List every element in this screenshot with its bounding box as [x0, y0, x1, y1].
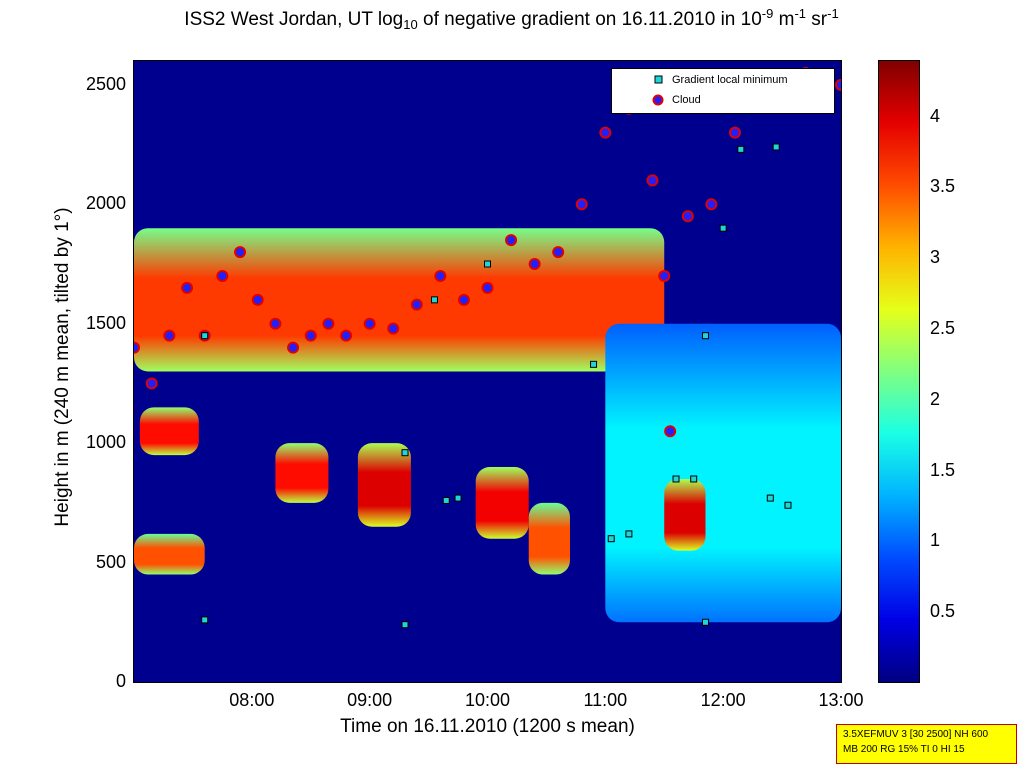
- colorbar-tick-label: 1: [930, 530, 941, 551]
- legend: Gradient local minimum Cloud: [611, 68, 835, 114]
- cloud-marker: [363, 317, 376, 330]
- gradient-minimum-marker: [201, 332, 209, 340]
- x-tick-label: 13:00: [818, 690, 864, 710]
- colorbar-tick-label: 1.5: [930, 459, 956, 480]
- legend-markers: [652, 75, 664, 106]
- y-tick-label: 1500: [85, 312, 126, 333]
- colorbar: [878, 60, 920, 683]
- cloud-marker: [322, 317, 335, 330]
- cloud-marker: [681, 210, 694, 223]
- cloud-marker: [728, 126, 741, 139]
- x-tick-label: 08:00: [229, 690, 275, 710]
- legend-item-cloud: Cloud: [672, 94, 701, 106]
- legend-item-minimum: Gradient local minimum: [672, 74, 788, 86]
- cloud-marker: [134, 341, 140, 354]
- legend-cloud-marker: [652, 94, 664, 106]
- heatmap-region: [134, 228, 665, 372]
- gradient-minimum-marker: [672, 475, 680, 483]
- colorbar-tick-label: 4: [930, 105, 941, 126]
- cloud-marker: [181, 281, 194, 294]
- gradient-minimum-marker: [201, 616, 209, 624]
- cloud-marker: [145, 377, 158, 390]
- gradient-minimum-marker: [701, 618, 709, 626]
- x-axis-label: Time on 16.11.2010 (1200 s mean): [340, 716, 635, 737]
- gradient-minimum-marker: [484, 260, 491, 268]
- x-tick-label: 12:00: [700, 690, 746, 710]
- gradient-minimum-marker: [737, 145, 745, 153]
- info-line-1: 3.5XEFMUV 3 [30 2500] NH 600: [843, 729, 989, 740]
- cloud-marker: [505, 234, 518, 247]
- y-tick-label: 500: [95, 551, 126, 572]
- gradient-minimum-marker: [590, 360, 598, 368]
- cloud-marker: [251, 293, 264, 306]
- cloud-marker: [705, 198, 718, 211]
- y-tick-label: 2000: [85, 193, 126, 214]
- cloud-marker: [387, 322, 400, 335]
- cloud-marker: [646, 174, 659, 187]
- heatmap-region: [605, 323, 841, 623]
- gradient-minimum-marker: [401, 621, 409, 629]
- cloud-marker: [269, 317, 282, 330]
- y-tick-label: 0: [115, 671, 126, 691]
- gradient-minimum-marker: [766, 494, 774, 502]
- cloud-marker: [664, 425, 677, 438]
- colorbar-tick-label: 2: [930, 388, 941, 409]
- cloud-marker: [575, 198, 588, 211]
- cloud-marker: [287, 341, 300, 354]
- gradient-minimum-marker: [607, 535, 615, 543]
- cloud-marker: [481, 281, 494, 294]
- gradient-minimum-marker: [719, 224, 727, 232]
- cloud-marker: [163, 329, 176, 342]
- cloud-marker: [528, 258, 541, 271]
- gradient-minimum-marker: [430, 296, 438, 304]
- y-tick-label: 1000: [85, 432, 126, 453]
- heatmap-svg: [134, 66, 841, 629]
- gradient-minimum-marker: [690, 475, 698, 483]
- heatmap-region: [475, 467, 529, 539]
- chart-title: ISS2 West Jordan, UT log10 of negative g…: [184, 6, 839, 32]
- x-tick-label: 10:00: [464, 690, 511, 710]
- colorbar-tick-label: 2.5: [930, 318, 956, 339]
- heatmap-region: [139, 407, 199, 456]
- cloud-marker: [457, 293, 470, 306]
- cloud-marker: [599, 126, 612, 139]
- cloud-marker: [835, 78, 841, 91]
- heatmap-plot-area[interactable]: [133, 60, 842, 683]
- cloud-marker: [434, 269, 447, 282]
- gradient-minimum-marker: [625, 530, 633, 538]
- heatmap-region: [528, 502, 570, 575]
- heatmap-region: [275, 443, 329, 503]
- heatmap-region: [357, 443, 411, 527]
- colorbar-tick-label: 3: [930, 247, 941, 268]
- colorbar-tick-label: 3.5: [930, 176, 956, 197]
- x-tick-label: 11:00: [583, 690, 628, 710]
- gradient-minimum-marker: [784, 501, 792, 509]
- gradient-minimum-marker: [701, 332, 709, 340]
- gradient-minimum-marker: [442, 496, 450, 504]
- gradient-minimum-marker: [772, 143, 780, 151]
- cloud-marker: [658, 269, 671, 282]
- cloud-marker: [552, 246, 565, 259]
- cloud-marker: [340, 329, 353, 342]
- gradient-minimum-marker: [454, 494, 462, 502]
- legend-minimum-marker: [654, 75, 663, 84]
- cloud-marker: [304, 329, 317, 342]
- info-line-2: MB 200 RG 15% TI 0 HI 15: [843, 744, 965, 755]
- y-axis-label: Height in m (240 m mean, tilted by 1°): [52, 207, 73, 527]
- colorbar-tick-label: 0.5: [930, 601, 956, 622]
- cloud-marker: [216, 269, 229, 282]
- settings-info-box: 3.5XEFMUV 3 [30 2500] NH 600 MB 200 RG 1…: [836, 724, 1017, 764]
- heatmap-region: [664, 478, 706, 551]
- gradient-minimum-marker: [401, 449, 409, 457]
- y-tick-label: 2500: [85, 73, 126, 94]
- heatmap-region: [134, 533, 205, 575]
- x-tick-label: 09:00: [347, 690, 393, 710]
- cloud-marker: [234, 246, 247, 259]
- cloud-marker: [410, 298, 423, 311]
